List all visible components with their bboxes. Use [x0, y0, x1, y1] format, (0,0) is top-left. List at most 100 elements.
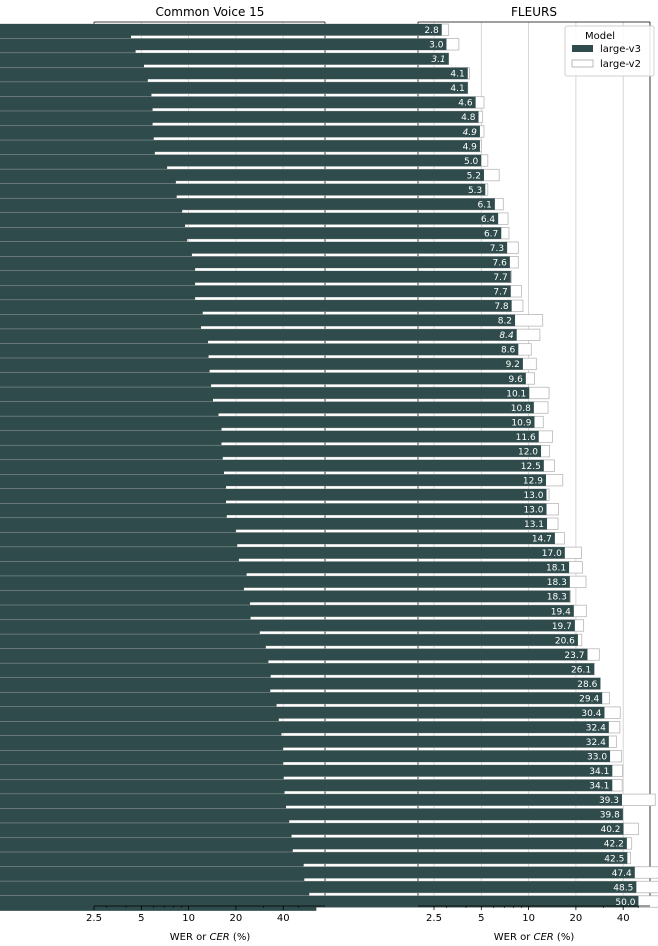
cv-x-tick-label: 20: [230, 913, 243, 924]
fleurs-bar-large-v3: [0, 634, 578, 646]
fleurs-x-axis-label: WER or CER (%): [494, 932, 575, 943]
fleurs-bar-value-label: 14.7: [532, 535, 552, 545]
fleurs-bar-value-label: 3.0: [429, 41, 444, 51]
cv-bar-large-v3: [0, 267, 196, 272]
cv-x-tick-label: 40: [277, 913, 290, 924]
fleurs-bar-large-v3: [0, 183, 486, 196]
fleurs-bar-large-v3: [0, 619, 575, 632]
fleurs-bar-value-label: 10.8: [511, 404, 531, 414]
fleurs-bar-value-label: 39.3: [599, 796, 619, 806]
fleurs-bar-value-label: 13.0: [523, 506, 543, 516]
cv-bar-large-v3: [0, 223, 186, 228]
cv-x-tick-label: 10: [182, 913, 195, 924]
cv-bar-large-v3: [0, 93, 152, 98]
fleurs-bar-value-label: 26.1: [571, 665, 591, 675]
cv-bar-large-v3: [0, 282, 196, 287]
cv-bar-large-v3: [0, 761, 284, 766]
cv-bar-large-v3: [0, 296, 196, 301]
fleurs-bar-large-v3: [0, 779, 613, 792]
fleurs-bar-value-label: 50.0: [615, 898, 635, 908]
fleurs-bar-value-label: 34.1: [589, 782, 609, 792]
cv-bar-large-v3: [0, 369, 210, 374]
cv-bar-large-v3: [0, 398, 214, 403]
fleurs-bar-value-label: 7.7: [493, 288, 507, 298]
fleurs-bar-large-v3: [0, 852, 628, 864]
cv-bar-large-v3: [0, 354, 209, 359]
fleurs-bar-large-v3: [0, 605, 574, 617]
cv-bar-large-v3: [0, 122, 153, 127]
fleurs-bar-large-v3: [0, 38, 447, 51]
fleurs-bar-large-v3: [0, 343, 519, 356]
fleurs-bar-large-v3: [0, 271, 511, 283]
cv-bar-large-v3: [0, 572, 247, 577]
legend-title: Model: [585, 31, 615, 42]
fleurs-bar-value-label: 4.1: [450, 84, 464, 94]
fleurs-bar-value-label: 7.3: [490, 244, 504, 254]
fleurs-bar-value-label: 9.2: [506, 360, 520, 370]
fleurs-bar-value-label: 20.6: [555, 636, 575, 646]
fleurs-bar-large-v3: [0, 881, 637, 893]
fleurs-bar-large-v3: [0, 212, 499, 225]
cv-bar-large-v3: [0, 659, 269, 664]
fleurs-bar-value-label: 39.8: [600, 811, 620, 821]
fleurs-bar-value-label: 6.1: [478, 200, 492, 210]
fleurs-bar-value-label: 4.9: [463, 142, 478, 152]
cv-bar-large-v3: [0, 194, 177, 199]
fleurs-bar-value-label: 12.0: [518, 447, 538, 457]
cv-bar-large-v3: [0, 456, 223, 461]
fleurs-bar-large-v3: [0, 735, 609, 748]
fleurs-bar-value-label: 30.4: [581, 709, 601, 719]
fleurs-bar-large-v3: [0, 416, 535, 428]
fleurs-bar-value-label: 6.4: [481, 215, 496, 225]
cv-bar-large-v3: [0, 64, 144, 69]
cv-bar-large-v3: [0, 136, 154, 141]
fleurs-bar-value-label: 17.0: [542, 549, 562, 559]
fleurs-bar-value-label: 19.4: [551, 607, 571, 617]
fleurs-panel-title: FLEURS: [511, 5, 557, 19]
fleurs-bar-large-v3: [0, 329, 517, 341]
cv-bar-large-v3: [0, 892, 310, 897]
fleurs-bar-value-label: 8.4: [499, 331, 514, 341]
fleurs-bar-large-v3: [0, 314, 516, 327]
fleurs-bar-large-v3: [0, 895, 639, 908]
cv-bar-large-v3: [0, 529, 236, 534]
legend-label-large-v3: large-v3: [600, 44, 641, 55]
fleurs-bar-value-label: 47.4: [612, 869, 632, 879]
fleurs-bar-large-v3: [0, 518, 548, 530]
fleurs-bar-value-label: 8.2: [498, 317, 512, 327]
cv-panel-title: Common Voice 15: [156, 5, 265, 19]
cv-bar-large-v3: [0, 877, 305, 882]
legend: Model large-v3 large-v2: [564, 25, 655, 77]
fleurs-bar-large-v3: [0, 808, 623, 821]
fleurs-x-tick-label: 5: [478, 913, 484, 924]
fleurs-bar-large-v3: [0, 503, 547, 515]
cv-bar-large-v3: [0, 616, 251, 621]
cv-bar-large-v3: [0, 412, 219, 417]
fleurs-bar-value-label: 32.4: [586, 738, 606, 748]
cv-bar-large-v3: [0, 107, 153, 112]
cv-bar-large-v3: [0, 238, 188, 243]
cv-bar-large-v3: [0, 543, 238, 548]
fleurs-bar-large-v3: [0, 96, 476, 109]
fleurs-bar-large-v3: [0, 227, 502, 239]
fleurs-bar-large-v3: [0, 532, 555, 545]
fleurs-bar-large-v3: [0, 111, 479, 123]
fleurs-bar-value-label: 18.1: [546, 564, 566, 574]
fleurs-bar-large-v3: [0, 488, 547, 501]
cv-bar-large-v3: [0, 703, 277, 708]
fleurs-bar-value-label: 11.6: [516, 433, 536, 443]
fleurs-x-tick-label: 20: [570, 913, 583, 924]
cv-bar-large-v3: [0, 485, 227, 490]
cv-bar-large-v3: [0, 383, 212, 388]
fleurs-bar-large-v3: [0, 692, 603, 704]
fleurs-bar-value-label: 13.0: [523, 491, 543, 501]
fleurs-bar-value-label: 9.6: [508, 375, 523, 385]
fleurs-bar-large-v3: [0, 474, 546, 486]
fleurs-bar-value-label: 7.6: [493, 259, 508, 269]
fleurs-bar-value-label: 34.1: [589, 767, 609, 777]
cv-bar-large-v3: [0, 311, 203, 316]
fleurs-bar-value-label: 8.6: [501, 346, 516, 356]
fleurs-x-tick-label: 2.5: [426, 913, 442, 924]
fleurs-x-tick-label: 10: [522, 913, 535, 924]
